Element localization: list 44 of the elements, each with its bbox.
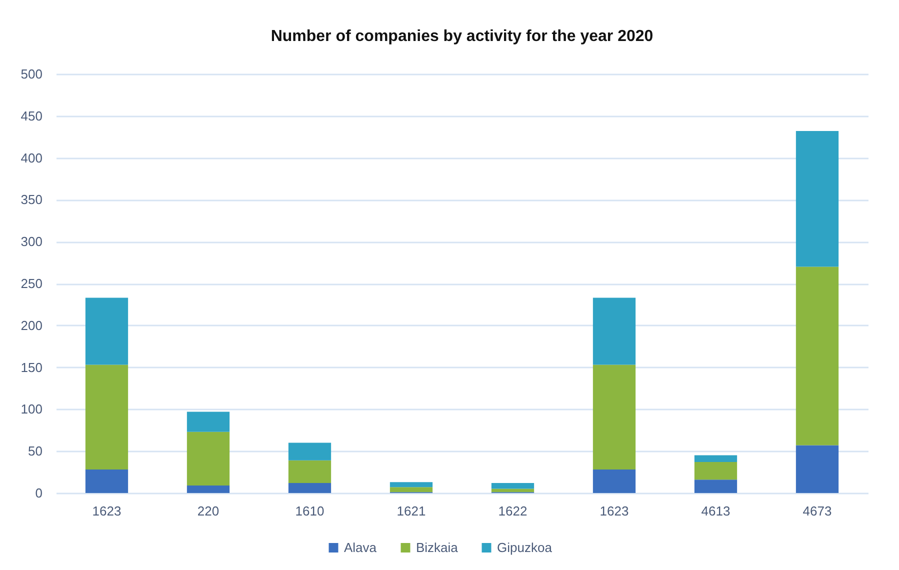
bar	[186, 432, 230, 486]
bar	[491, 482, 534, 489]
bar	[592, 298, 636, 365]
legend-label: Bizkaia	[416, 540, 459, 555]
chart-title: Number of companies by activity for the year 2020	[270, 28, 654, 45]
bar	[85, 364, 128, 470]
y-tick-label: 100	[20, 402, 42, 417]
bar	[85, 470, 128, 493]
bar	[85, 298, 128, 365]
bar	[186, 485, 230, 493]
y-tick-label: 500	[20, 66, 42, 82]
x-tick-label: 1621	[396, 504, 426, 518]
legend-label: Gipuzkoa	[497, 540, 553, 555]
y-tick-label: 450	[20, 108, 42, 124]
y-tick-label: 250	[20, 276, 42, 291]
y-tick-label: 400	[20, 150, 42, 166]
bar	[288, 460, 332, 483]
x-tick-label: 220	[197, 504, 220, 518]
bar	[186, 412, 230, 432]
x-tick-label: 1623	[600, 504, 629, 518]
x-tick-label: 1623	[92, 504, 122, 518]
bar	[390, 482, 433, 488]
bar	[592, 470, 636, 493]
bar	[694, 455, 738, 462]
x-tick-label: 4673	[802, 504, 832, 518]
y-tick-label: 300	[20, 234, 42, 250]
bar	[694, 480, 738, 493]
x-tick-label: 1622	[498, 504, 528, 518]
x-tick-label: 1610	[295, 504, 324, 518]
y-tick-label: 350	[20, 192, 42, 208]
bar	[796, 130, 839, 267]
y-tick-label: 150	[20, 360, 42, 375]
bar	[288, 482, 332, 493]
bar	[390, 487, 433, 492]
y-tick-label: 50	[28, 444, 42, 459]
bar	[592, 364, 636, 470]
bar	[796, 266, 839, 446]
bar	[694, 462, 738, 480]
x-tick-label: 4613	[701, 504, 730, 518]
y-tick-label: 0	[35, 486, 42, 500]
legend-label: Alava	[344, 540, 378, 555]
bar	[288, 442, 332, 460]
bar	[796, 445, 839, 493]
y-tick-label: 200	[20, 318, 42, 333]
